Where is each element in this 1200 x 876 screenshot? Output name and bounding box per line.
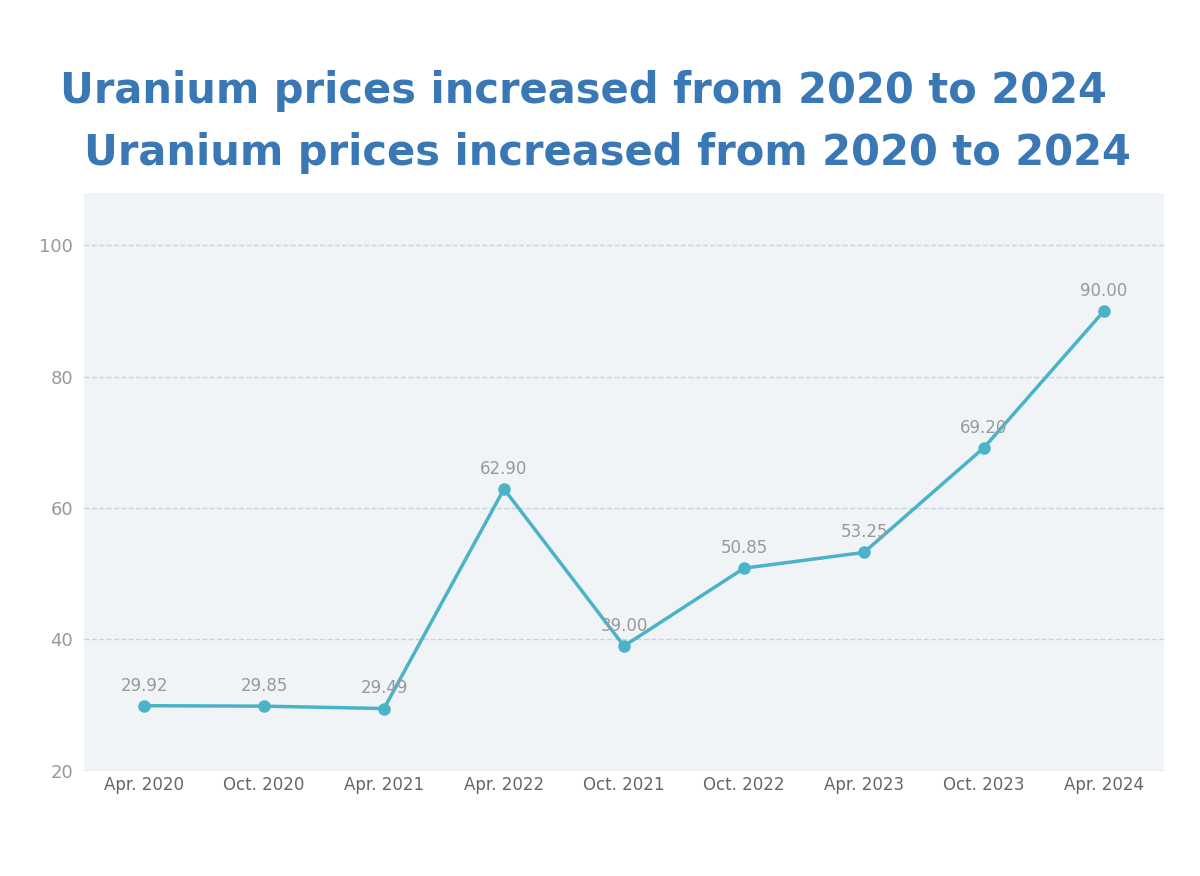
- Text: 39.00: 39.00: [600, 617, 648, 635]
- Text: 29.85: 29.85: [240, 677, 288, 695]
- Text: 50.85: 50.85: [720, 539, 768, 557]
- Text: 62.90: 62.90: [480, 460, 528, 478]
- Text: Uranium prices increased from 2020 to 2024: Uranium prices increased from 2020 to 20…: [84, 132, 1130, 174]
- Text: 69.20: 69.20: [960, 419, 1008, 436]
- Text: 53.25: 53.25: [840, 523, 888, 541]
- Text: 90.00: 90.00: [1080, 282, 1128, 300]
- Text: Uranium prices increased from 2020 to 2024: Uranium prices increased from 2020 to 20…: [60, 70, 1106, 112]
- Text: 29.92: 29.92: [120, 676, 168, 695]
- Text: 29.49: 29.49: [360, 680, 408, 697]
